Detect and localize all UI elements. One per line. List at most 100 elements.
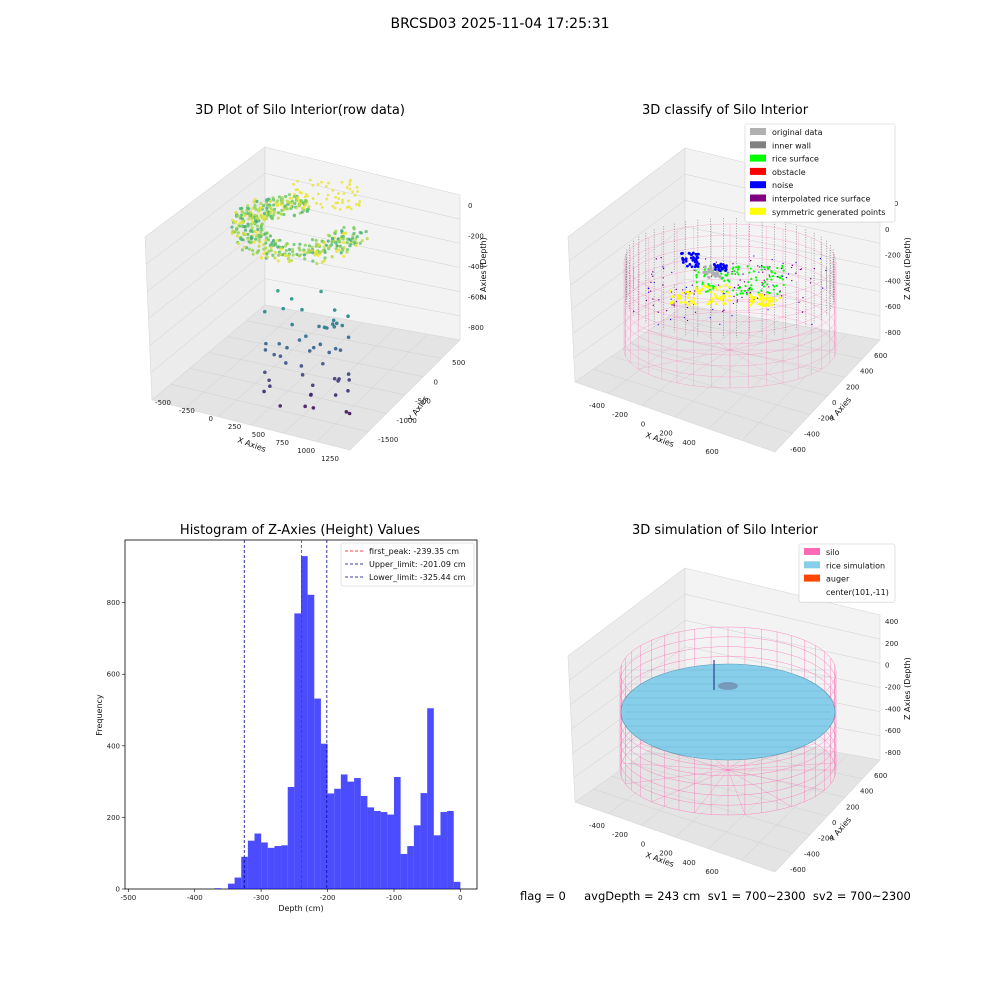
simulation-x-tick-label: 0 (641, 840, 645, 848)
raw-data-point (247, 214, 252, 218)
raw-data-point (336, 379, 340, 383)
raw-data-point (250, 225, 254, 230)
original-data-point (707, 275, 711, 279)
raw-data-point (268, 384, 272, 389)
silo-wall-ring (623, 267, 837, 345)
histogram-bar (274, 846, 282, 889)
symmetric-point (765, 294, 769, 298)
silo-floor-spoke (621, 762, 729, 771)
simulation-legend-label: center(101,-11) (826, 588, 889, 597)
rice-surface-point (726, 272, 729, 276)
silo-floor-spoke (727, 769, 825, 791)
raw-data-point (237, 241, 241, 246)
symmetric-point (686, 296, 690, 300)
raw-data-point (341, 198, 345, 202)
silo-floor-spoke (729, 316, 784, 351)
rice-surface-point (744, 284, 747, 288)
interpolated-surface-point (756, 297, 759, 299)
noise-point (697, 262, 700, 266)
rice-surface-point (782, 283, 785, 287)
raw-data-point (358, 241, 362, 245)
raw-data-point (255, 199, 259, 204)
noise-point (694, 252, 698, 256)
rice-surface-point (763, 281, 767, 284)
raw-data-point (257, 238, 261, 243)
histogram-x-axis-label: Depth (cm) (278, 904, 323, 913)
raw-x-tick-label: 750 (276, 439, 289, 447)
symmetric-point (723, 294, 726, 298)
interpolated-surface-point (780, 295, 783, 297)
raw-data-point (340, 235, 344, 239)
raw-data-point (253, 203, 257, 207)
raw-data-point (287, 253, 291, 258)
silo-floor-spoke (640, 743, 729, 771)
symmetric-point (722, 302, 725, 305)
raw-data-point (360, 239, 364, 243)
symmetric-point (715, 302, 718, 306)
noise-point (771, 258, 773, 261)
symmetric-point (749, 303, 752, 307)
raw-data-point (285, 345, 289, 350)
raw-data-point (347, 411, 352, 416)
raw-data-point (365, 236, 369, 241)
raw-data-point (276, 259, 280, 263)
raw-data-point (282, 212, 286, 217)
raw-data-point (340, 180, 344, 184)
raw-y-tick-label: -1500 (378, 436, 398, 444)
raw-data-point (279, 212, 283, 216)
rice-surface-point (781, 278, 785, 281)
rice-surface-point (772, 274, 775, 278)
histogram-bar (281, 845, 288, 889)
raw-data-point (237, 224, 242, 228)
histogram-y-tick-label: 200 (107, 814, 120, 822)
noise-point (685, 293, 687, 295)
raw-data-point (282, 208, 286, 212)
interpolated-surface-point (662, 277, 664, 279)
rice-surface-point (762, 266, 766, 269)
histogram-legend-label: Lower_limit: -325.44 cm (369, 573, 466, 582)
simulation-z-tick-label: 400 (885, 618, 898, 626)
raw-data-point (260, 227, 264, 232)
raw-data-point (236, 214, 240, 218)
rice-surface-point (754, 276, 758, 279)
raw-z-tick-label: -800 (468, 324, 484, 332)
simulation-legend-label: auger (826, 575, 850, 584)
interpolated-surface-point (655, 258, 658, 260)
noise-point (686, 319, 689, 322)
raw-data-point (317, 324, 321, 329)
symmetric-point (748, 293, 752, 297)
symmetric-point (720, 290, 724, 293)
noise-point (683, 316, 685, 319)
symmetric-point (692, 301, 695, 305)
raw-data-point (278, 238, 282, 242)
raw-data-point (320, 249, 325, 253)
raw-data-point (278, 404, 282, 408)
noise-point (721, 263, 725, 266)
raw-data-point (316, 253, 320, 257)
raw-data-point (309, 392, 313, 397)
classify-legend-swatch (750, 207, 766, 215)
raw-data-point (230, 218, 235, 223)
raw-data-point (275, 204, 280, 208)
raw-data-point (303, 404, 307, 409)
raw-data-point (247, 247, 251, 251)
raw-data-point (297, 246, 301, 250)
noise-point (714, 265, 718, 269)
symmetric-point (757, 302, 760, 306)
raw-data-point (341, 201, 344, 205)
raw-data-point (272, 210, 276, 214)
raw-data-point (334, 241, 338, 245)
interpolated-surface-point (717, 284, 720, 286)
raw-data-point (338, 240, 342, 244)
raw-data-point (277, 195, 282, 199)
interpolated-surface-point (657, 311, 659, 313)
symmetric-point (749, 299, 753, 303)
interpolated-surface-point (733, 286, 736, 289)
raw-data-point (342, 245, 346, 250)
noise-point (732, 302, 735, 305)
symmetric-point (728, 294, 731, 298)
interpolated-surface-point (733, 295, 735, 298)
simulation-y-tick-label: -200 (818, 835, 834, 843)
symmetric-point (679, 300, 683, 304)
histogram-bar (387, 814, 394, 889)
